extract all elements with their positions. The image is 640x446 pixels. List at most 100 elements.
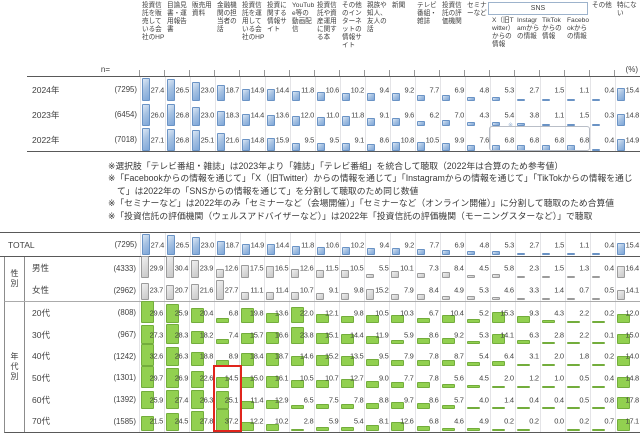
- value-cell: 2.7: [515, 77, 540, 102]
- bar: [392, 247, 400, 255]
- bar: [191, 352, 205, 367]
- bar: [291, 429, 305, 432]
- row-label-group: 2024年 (7295): [0, 77, 140, 102]
- value-text: 10.8: [400, 135, 415, 144]
- value-text: 9.1: [379, 110, 389, 119]
- value-text: 8.1: [378, 416, 389, 426]
- value-cell: 4.0: [464, 388, 490, 411]
- value-cell: 27.3: [139, 323, 164, 346]
- bar: [342, 92, 350, 101]
- value-text: 8.7: [454, 351, 464, 361]
- value-cell: 5.9: [389, 323, 414, 346]
- value-text: 9.2: [404, 85, 414, 94]
- value-text: 14.4: [275, 240, 290, 249]
- row-label: 20代: [32, 307, 50, 318]
- bar: [142, 128, 150, 151]
- bar: [566, 364, 580, 367]
- value-text: 2.8: [303, 416, 314, 426]
- value-cell: 8.4: [414, 279, 440, 301]
- value-cell: 6.8: [214, 302, 239, 324]
- value-text: 2.0: [554, 351, 564, 361]
- value-text: 5.3: [479, 285, 489, 295]
- value-text: 0.2: [579, 416, 589, 426]
- value-cell: 15.0: [614, 323, 640, 346]
- value-text: 23.0: [200, 240, 215, 249]
- bar: [217, 133, 225, 151]
- bar: [466, 318, 480, 323]
- value-cell: 26.0: [140, 102, 165, 127]
- value-text: 8.9: [228, 351, 239, 361]
- table-row: 70代 (1585) 21.5 24.5 27.8 37.2 12.2 10.2 2.8 5.9 5…: [25, 409, 640, 433]
- value-text: 21.5: [149, 416, 164, 426]
- value-cell: 15.9: [265, 127, 290, 152]
- row-label: 50代: [32, 372, 50, 383]
- bar: [266, 332, 280, 345]
- bar: [466, 427, 480, 432]
- bar: [591, 320, 605, 323]
- row-sample-size: (4333): [113, 263, 136, 273]
- bar: [341, 403, 355, 410]
- value-cell: 6.3: [514, 323, 540, 346]
- value-cell: 29.9: [139, 256, 164, 279]
- bar: [192, 81, 200, 101]
- value-cell: 4.9: [464, 410, 490, 433]
- value-cell: 0.2: [589, 345, 615, 368]
- value-cell: 0.2: [489, 410, 515, 433]
- bar: [516, 297, 525, 300]
- value-text: 7.3: [429, 263, 439, 273]
- value-text: 5.9: [403, 330, 414, 340]
- value-cell: 7.0: [440, 102, 465, 127]
- bar: [566, 298, 575, 300]
- bar: [216, 377, 230, 388]
- gender-group: 性別 男性 (4333) 29.9 30.4 23.9 12.6 17.5 16.5 12.6 11…: [4, 256, 640, 301]
- value-cell: 23.9: [189, 257, 214, 279]
- bar: [316, 313, 330, 323]
- value-cell: 11.5: [314, 257, 339, 279]
- value-text: 29.7: [149, 373, 164, 383]
- value-text: 4.9: [454, 285, 464, 295]
- value-cell: 9.5: [315, 127, 340, 152]
- value-cell: 14.8: [240, 127, 265, 152]
- value-cell: 9.7: [389, 388, 414, 411]
- bar: [141, 390, 154, 410]
- value-cell: 1.1: [565, 77, 590, 102]
- bar: [266, 423, 280, 432]
- value-cell: 8.8: [364, 388, 389, 411]
- value-cell: 5.2: [464, 302, 490, 324]
- value-text: 12.2: [249, 416, 264, 426]
- value-text: 6.2: [429, 110, 439, 119]
- column-header: 投資信託を運用している会社のHP: [239, 0, 265, 77]
- value-cell: 4.3: [465, 102, 490, 127]
- value-cell: 10.6: [315, 233, 340, 256]
- bar: [141, 344, 154, 367]
- value-cell: 10.7: [289, 279, 314, 301]
- value-cell: 12.6: [389, 410, 414, 433]
- value-text: 10.4: [450, 308, 464, 318]
- value-text: 2.2: [579, 330, 589, 340]
- bar: [392, 93, 400, 101]
- value-text: 14.1: [625, 285, 640, 295]
- bar: [442, 249, 450, 255]
- value-text: 0.3: [604, 110, 614, 119]
- value-cell: 0.2: [514, 410, 540, 433]
- value-text: 10.6: [325, 85, 340, 94]
- row-sample-size: (1585): [113, 416, 136, 426]
- value-cell: 4.6: [489, 279, 515, 301]
- column-header: 目論見書・運用報告書: [164, 0, 190, 77]
- value-cell: 25.9: [139, 388, 164, 411]
- value-cell: 27.8: [189, 410, 214, 433]
- bar: [191, 371, 205, 388]
- value-cell: 5.5: [364, 257, 389, 279]
- value-text: 37.2: [224, 416, 239, 426]
- bar: [141, 415, 154, 432]
- bar: [317, 246, 325, 255]
- bar: [341, 378, 355, 388]
- bar: [616, 265, 625, 278]
- column-header: TikTokからの情報: [539, 0, 565, 77]
- value-text: 23.9: [199, 263, 214, 273]
- value-text: 12.0: [300, 110, 315, 119]
- table-row: 30代 (967) 27.3 28.3 18.2 7.4 15.7 16.6 23.8 15.1 1…: [25, 323, 640, 346]
- value-cell: 15.4: [615, 77, 640, 102]
- value-text: 22.6: [199, 373, 214, 383]
- value-text: 4.8: [479, 85, 489, 94]
